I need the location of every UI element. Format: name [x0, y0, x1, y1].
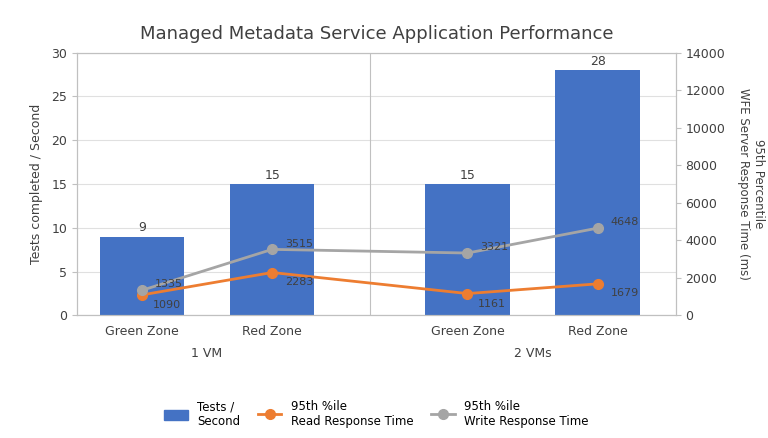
Y-axis label: Tests completed / Second: Tests completed / Second	[30, 104, 43, 264]
Text: 1090: 1090	[152, 300, 180, 310]
Legend: Tests /
Second, 95th %ile
Read Response Time, 95th %ile
Write Response Time: Tests / Second, 95th %ile Read Response …	[164, 400, 589, 428]
Text: 4648: 4648	[611, 217, 639, 227]
Text: 15: 15	[459, 169, 475, 182]
Text: 1679: 1679	[611, 288, 639, 298]
Text: 3321: 3321	[481, 242, 508, 252]
Text: 2 VMs: 2 VMs	[514, 347, 551, 360]
Text: 9: 9	[138, 221, 146, 234]
Text: 3515: 3515	[285, 239, 313, 248]
Y-axis label: 95th Percentile
WFE Server Response Time (ms): 95th Percentile WFE Server Response Time…	[737, 88, 765, 280]
Text: 28: 28	[590, 55, 606, 68]
Bar	[100, 237, 184, 315]
Text: 1161: 1161	[478, 299, 506, 309]
Bar	[230, 184, 314, 315]
Text: 2283: 2283	[285, 277, 313, 287]
Text: 1 VM: 1 VM	[191, 347, 223, 360]
Bar	[555, 70, 640, 315]
Text: 1335: 1335	[155, 279, 183, 290]
Title: Managed Metadata Service Application Performance: Managed Metadata Service Application Per…	[140, 25, 613, 42]
Bar	[425, 184, 510, 315]
Text: 15: 15	[264, 169, 280, 182]
